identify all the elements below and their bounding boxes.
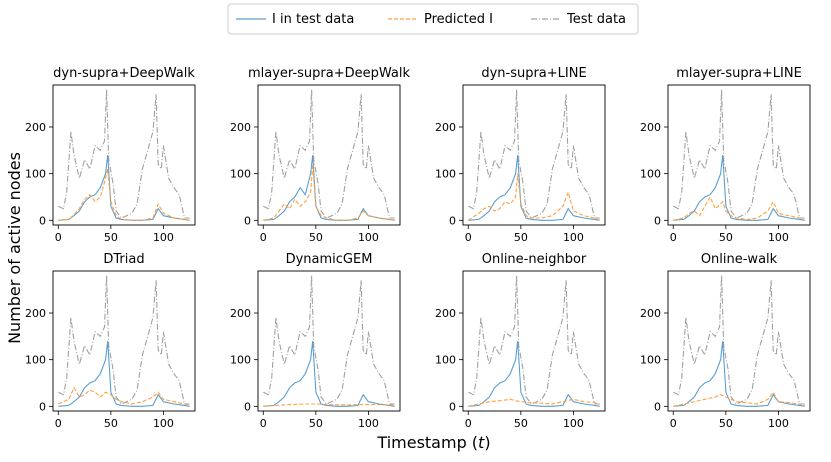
- plot-frame: [258, 271, 400, 411]
- subplot-title: Online-walk: [701, 252, 778, 267]
- subplot-6: DynamicGEM 0 50 100 0 100 200: [230, 252, 400, 430]
- subplot-title: mlayer-supra+LINE: [676, 66, 802, 81]
- legend-label-i-test: I in test data: [272, 12, 354, 27]
- subplot-title: DynamicGEM: [286, 252, 373, 267]
- series-test-data: [673, 276, 804, 404]
- series-test-data: [468, 90, 599, 218]
- y-tick-label: 100: [25, 168, 46, 181]
- plot-frame: [668, 85, 810, 225]
- x-tick-label: 50: [309, 231, 323, 244]
- series-i-in-test-data: [58, 155, 189, 220]
- y-tick-label: 100: [25, 354, 46, 367]
- y-tick-label: 0: [244, 214, 251, 227]
- subplot-1: dyn-supra+DeepWalk 0 50 100 0 100 200: [25, 66, 195, 244]
- y-tick-label: 200: [25, 307, 46, 320]
- x-tick-label: 100: [358, 417, 379, 430]
- y-tick-label: 200: [435, 307, 456, 320]
- plot-frame: [463, 271, 605, 411]
- series-i-in-test-data: [58, 341, 189, 406]
- subplot-2: mlayer-supra+DeepWalk 0 50 100 0 100 200: [230, 66, 410, 244]
- y-tick-label: 100: [435, 354, 456, 367]
- series-i-in-test-data: [673, 341, 804, 406]
- y-tick-label: 0: [654, 400, 661, 413]
- series-test-data: [263, 90, 394, 218]
- y-tick-label: 0: [449, 214, 456, 227]
- subplot-title: Online-neighbor: [482, 252, 587, 267]
- x-tick-label: 50: [514, 417, 528, 430]
- series-test-data: [468, 276, 599, 404]
- subplot-7: Online-neighbor 0 50 100 0 100 200: [435, 252, 605, 430]
- subplot-title: mlayer-supra+DeepWalk: [248, 66, 410, 81]
- plot-frame: [53, 271, 195, 411]
- x-tick-label: 0: [670, 231, 677, 244]
- y-tick-label: 200: [230, 121, 251, 134]
- series-i-in-test-data: [468, 155, 599, 220]
- legend: I in test data Predicted I Test data: [228, 4, 638, 34]
- y-tick-label: 0: [39, 400, 46, 413]
- y-tick-label: 0: [654, 214, 661, 227]
- subplot-8: Online-walk 0 50 100 0 100 200: [640, 252, 810, 430]
- x-tick-label: 0: [465, 231, 472, 244]
- y-tick-label: 0: [244, 400, 251, 413]
- x-tick-label: 0: [670, 417, 677, 430]
- x-tick-label: 50: [104, 417, 118, 430]
- x-tick-label: 0: [465, 417, 472, 430]
- plot-frame: [258, 85, 400, 225]
- y-tick-label: 200: [230, 307, 251, 320]
- x-tick-label: 100: [563, 417, 584, 430]
- shared-y-axis-label: Number of active nodes: [5, 152, 24, 344]
- plot-frame: [463, 85, 605, 225]
- subplot-title: dyn-supra+LINE: [481, 66, 586, 81]
- y-tick-label: 200: [640, 307, 661, 320]
- series-test-data: [263, 276, 394, 404]
- subplot-3: dyn-supra+LINE 0 50 100 0 100 200: [435, 66, 605, 244]
- y-tick-label: 100: [640, 168, 661, 181]
- legend-label-test-data: Test data: [566, 12, 626, 27]
- x-axis-label-close: ): [484, 433, 490, 452]
- series-test-data: [58, 276, 189, 404]
- subplot-4: mlayer-supra+LINE 0 50 100 0 100 200: [640, 66, 810, 244]
- x-axis-label-main: Timestamp (: [376, 433, 478, 452]
- x-tick-label: 0: [55, 231, 62, 244]
- subplot-5: DTriad 0 50 100 0 100 200: [25, 252, 195, 430]
- y-tick-label: 200: [640, 121, 661, 134]
- x-tick-label: 100: [358, 231, 379, 244]
- y-tick-label: 100: [435, 168, 456, 181]
- x-tick-label: 0: [260, 231, 267, 244]
- x-tick-label: 100: [153, 231, 174, 244]
- series-i-in-test-data: [673, 155, 804, 220]
- plot-frame: [53, 85, 195, 225]
- y-tick-label: 0: [449, 400, 456, 413]
- figure: I in test data Predicted I Test data dyn…: [0, 0, 831, 462]
- y-tick-label: 200: [435, 121, 456, 134]
- x-tick-label: 100: [768, 417, 789, 430]
- series-i-in-test-data: [468, 341, 599, 406]
- x-tick-label: 100: [153, 417, 174, 430]
- x-tick-label: 100: [563, 231, 584, 244]
- x-tick-label: 50: [719, 417, 733, 430]
- subplot-title: DTriad: [103, 252, 144, 267]
- series-test-data: [673, 90, 804, 218]
- x-tick-label: 50: [104, 231, 118, 244]
- series-i-in-test-data: [263, 155, 394, 220]
- y-tick-label: 0: [39, 214, 46, 227]
- x-tick-label: 50: [309, 417, 323, 430]
- y-tick-label: 100: [230, 168, 251, 181]
- y-tick-label: 200: [25, 121, 46, 134]
- series-i-in-test-data: [263, 341, 394, 406]
- legend-label-predicted: Predicted I: [424, 12, 493, 27]
- x-tick-label: 50: [719, 231, 733, 244]
- shared-x-axis-label: Timestamp (t): [376, 433, 490, 452]
- y-tick-label: 100: [640, 354, 661, 367]
- series-test-data: [58, 90, 189, 218]
- x-tick-label: 0: [260, 417, 267, 430]
- x-tick-label: 0: [55, 417, 62, 430]
- x-tick-label: 50: [514, 231, 528, 244]
- plot-frame: [668, 271, 810, 411]
- x-tick-label: 100: [768, 231, 789, 244]
- series-predicted-i: [673, 392, 804, 406]
- y-tick-label: 100: [230, 354, 251, 367]
- subplot-title: dyn-supra+DeepWalk: [53, 66, 195, 81]
